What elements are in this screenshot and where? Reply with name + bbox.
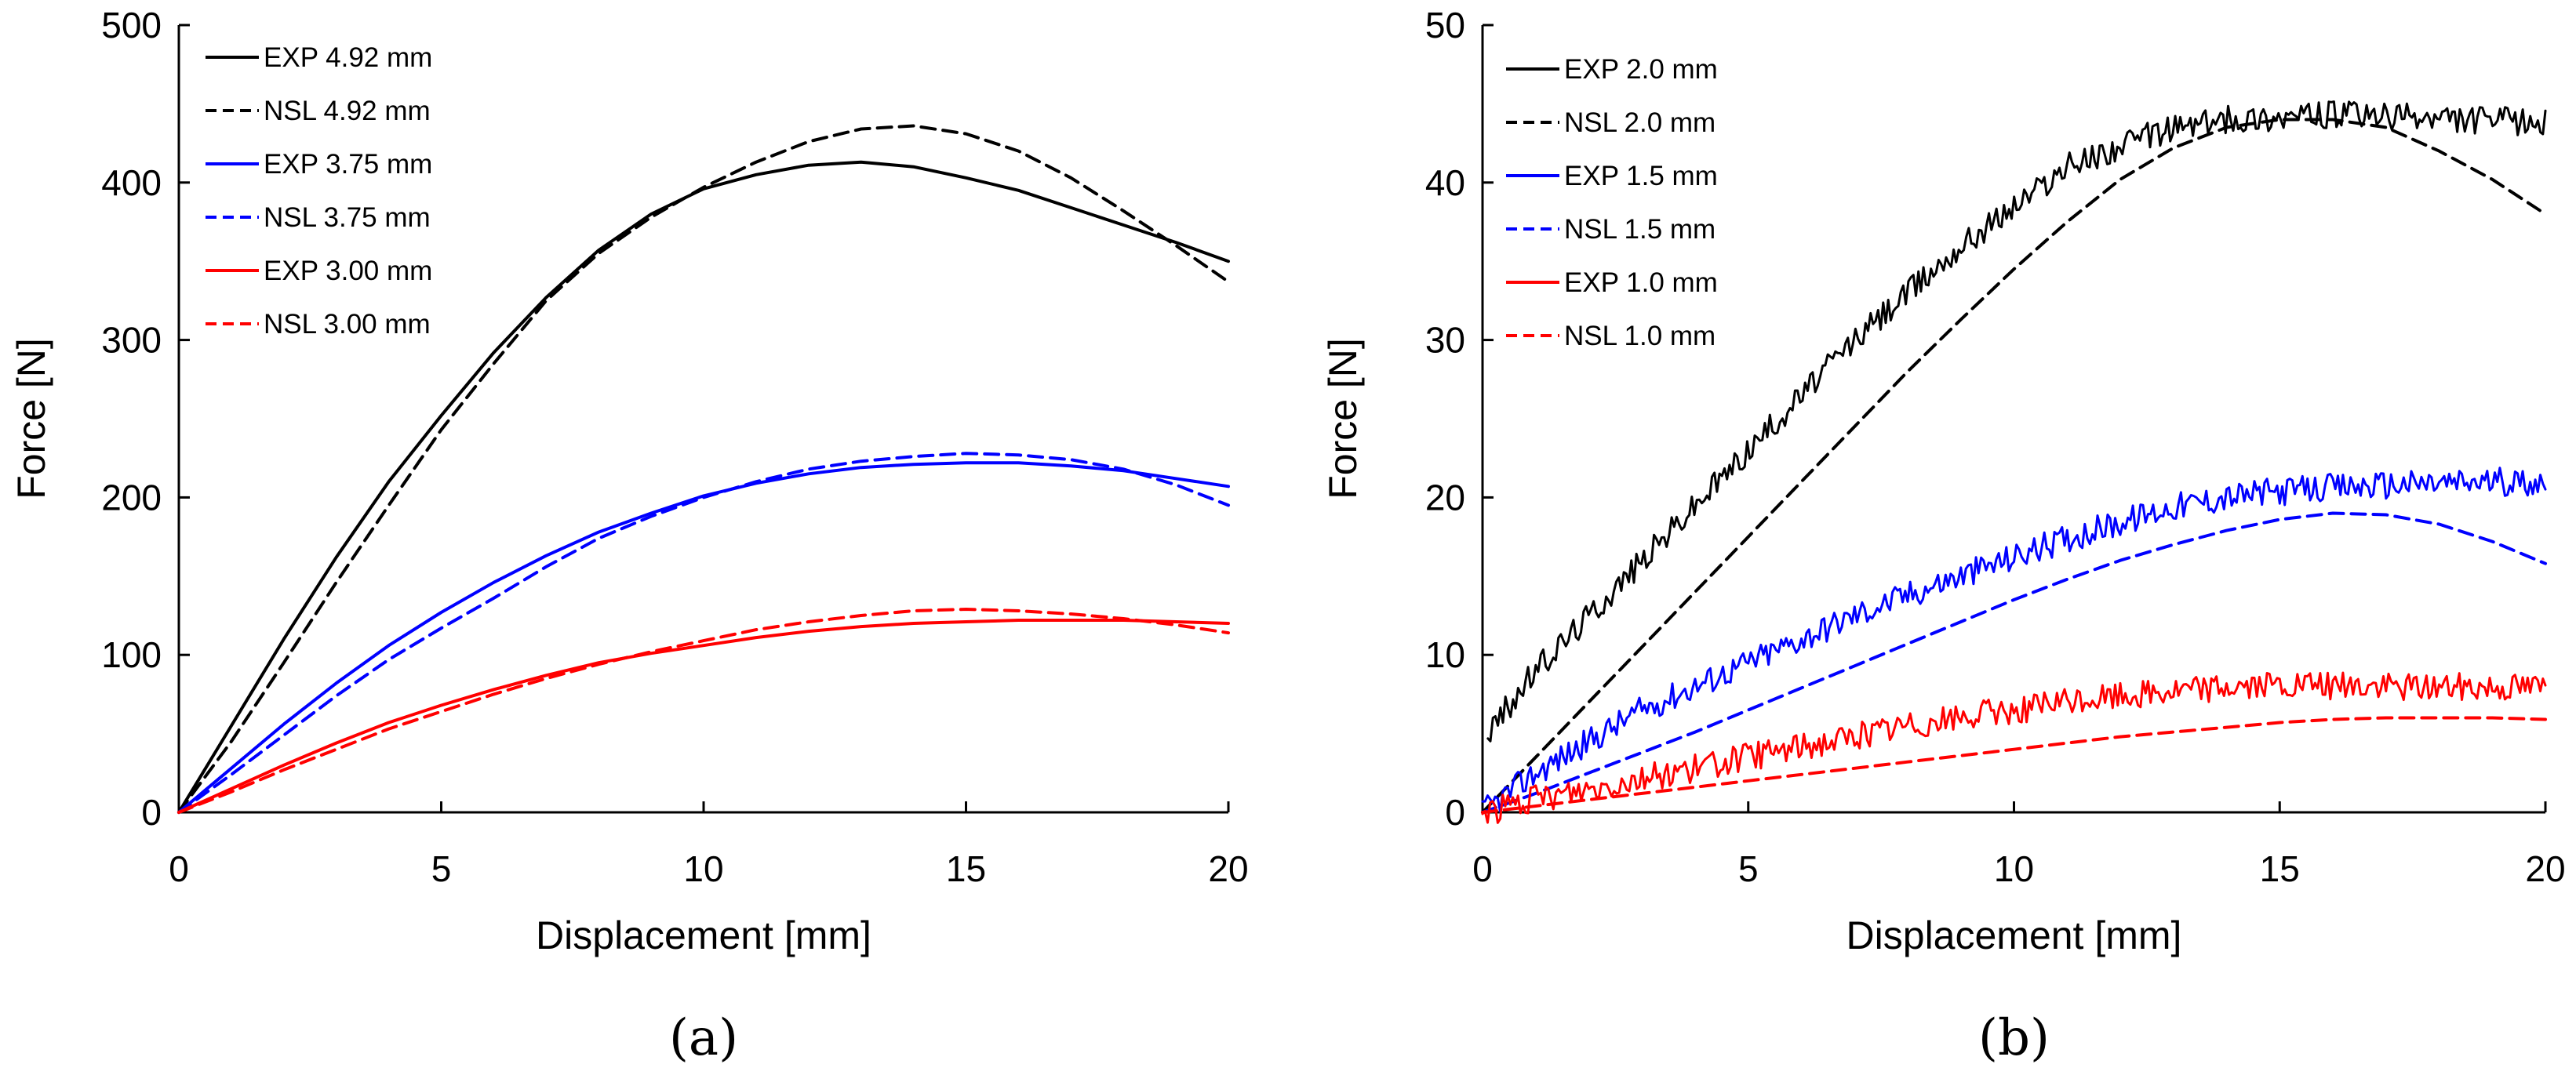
legend-label: NSL 2.0 mm	[1564, 107, 1716, 138]
series-line	[1481, 511, 2547, 814]
legend-label: NSL 3.00 mm	[264, 309, 431, 340]
legend-label: EXP 2.0 mm	[1564, 54, 1718, 85]
y-tick-label: 20	[1425, 477, 1465, 518]
series-line	[1486, 100, 2547, 743]
y-tick-label: 200	[101, 477, 162, 518]
y-tick-label: 50	[1425, 5, 1465, 45]
y-axis-title: Force [N]	[1321, 338, 1365, 499]
x-tick-label: 5	[1738, 848, 1759, 889]
y-tick-label: 10	[1425, 634, 1465, 675]
series-line	[1481, 118, 2547, 814]
y-tick-label: 400	[101, 162, 162, 203]
y-tick-label: 30	[1425, 320, 1465, 361]
y-tick-label: 0	[1445, 792, 1465, 833]
legend-label: EXP 4.92 mm	[264, 42, 432, 73]
x-tick-label: 0	[1472, 848, 1493, 889]
series-line	[1481, 671, 2547, 824]
x-tick-label: 10	[683, 848, 723, 889]
panel-label: (a)	[669, 1009, 738, 1067]
series-line	[177, 608, 1230, 814]
y-tick-label: 40	[1425, 162, 1465, 203]
x-tick-label: 15	[946, 848, 986, 889]
x-tick-label: 5	[431, 848, 452, 889]
x-tick-label: 0	[169, 848, 189, 889]
panel-a-chart: 0 100 200 300 400 500 0 5 10 15 20 Displacement [mm…	[9, 5, 1249, 1067]
legend-label: NSL 3.75 mm	[264, 202, 431, 233]
x-axis-title: Displacement [mm]	[1846, 913, 2182, 957]
x-tick-label: 15	[2260, 848, 2300, 889]
series-line	[1481, 467, 2547, 813]
x-tick-label: 20	[2525, 848, 2565, 889]
legend-label: EXP 1.5 mm	[1564, 161, 1718, 191]
legend-label: NSL 1.5 mm	[1564, 214, 1716, 245]
series-line	[177, 619, 1230, 814]
series-line	[177, 452, 1230, 814]
y-tick-label: 100	[101, 634, 162, 675]
y-tick-label: 300	[101, 320, 162, 361]
x-tick-label: 20	[1208, 848, 1248, 889]
x-tick-label: 10	[1994, 848, 2034, 889]
series-line	[177, 461, 1230, 814]
legend-label: NSL 4.92 mm	[264, 96, 431, 126]
legend-label: EXP 3.75 mm	[264, 149, 432, 180]
series-line	[1481, 716, 2547, 814]
y-tick-label: 500	[101, 5, 162, 45]
legend-label: EXP 1.0 mm	[1564, 267, 1718, 298]
x-axis-title: Displacement [mm]	[536, 913, 871, 957]
y-axis-title: Force [N]	[9, 338, 53, 499]
legend-label: NSL 1.0 mm	[1564, 321, 1716, 351]
panel-b-chart: 0 10 20 30 40 50 0 5 10 15 20 Displacement [mm] Forc…	[1321, 5, 2566, 1067]
legend-label: EXP 3.00 mm	[264, 256, 432, 286]
series-line	[177, 124, 1230, 814]
y-tick-label: 0	[141, 792, 162, 833]
panel-label: (b)	[1978, 1009, 2050, 1067]
